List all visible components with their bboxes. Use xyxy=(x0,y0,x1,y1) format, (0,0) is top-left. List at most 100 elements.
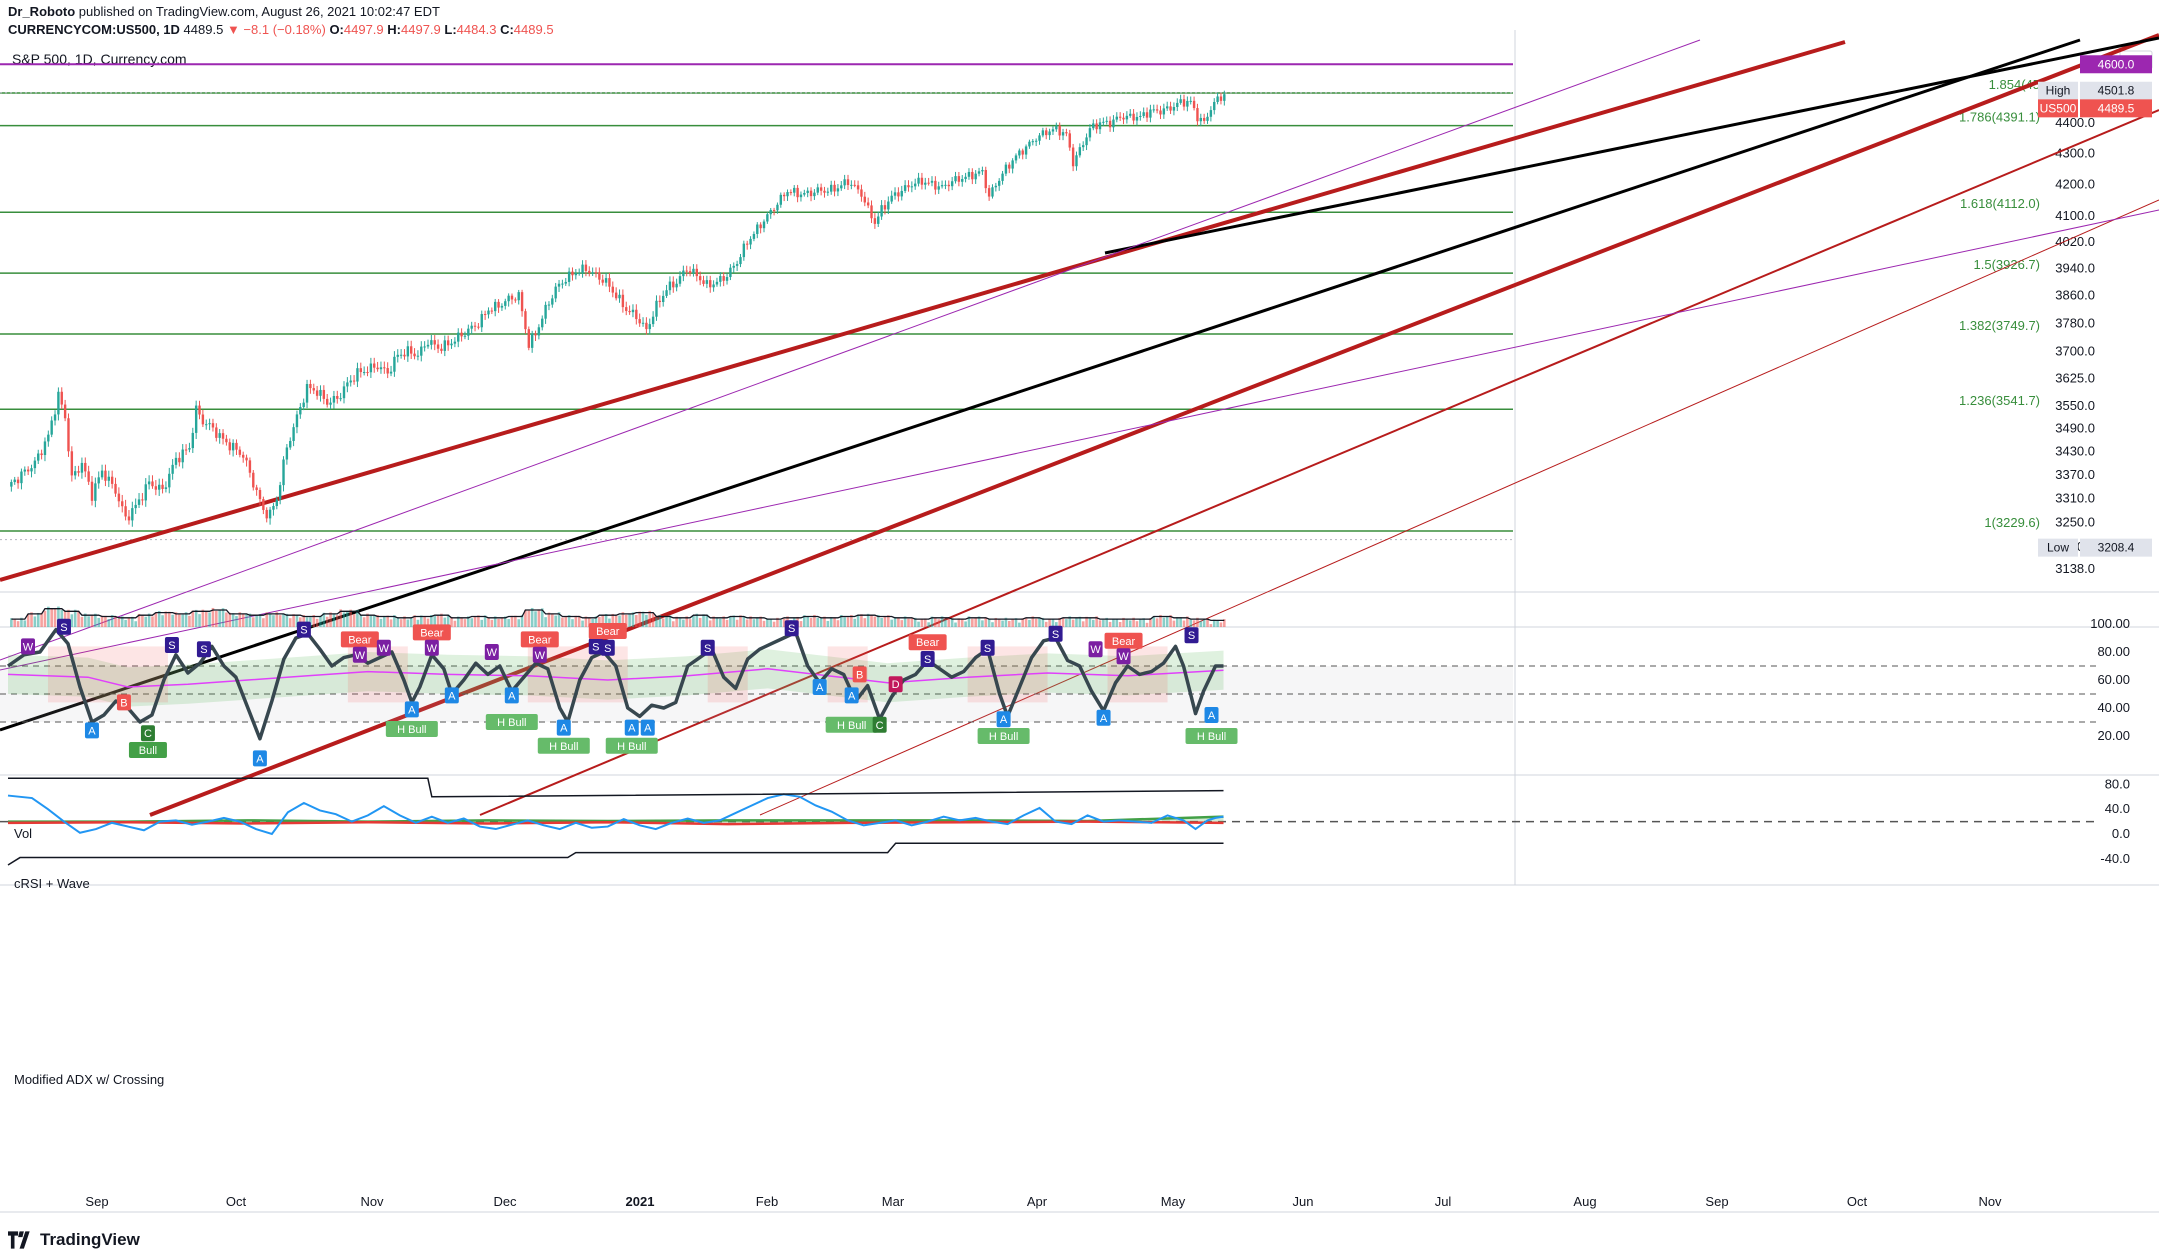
candle-body xyxy=(883,205,887,210)
close-label: C: xyxy=(500,22,514,37)
volume-bar xyxy=(198,614,201,627)
candle-body xyxy=(1149,109,1152,118)
volume-bar xyxy=(551,613,554,627)
candle-body xyxy=(927,182,930,184)
volume-bar xyxy=(809,618,813,627)
rsi-signal-label: W xyxy=(23,641,34,653)
volume-bar xyxy=(211,607,215,627)
candle-body xyxy=(366,372,369,374)
volume-bar xyxy=(719,618,722,627)
volume-bar xyxy=(436,615,440,627)
candle-body xyxy=(37,453,40,461)
candle-body xyxy=(672,281,675,288)
candle-body xyxy=(530,333,534,348)
adx-tick-label: 0.0 xyxy=(2112,826,2130,841)
rsi-signal-label: A xyxy=(644,723,652,735)
candle-body xyxy=(393,356,396,372)
volume-bar xyxy=(114,617,117,627)
volume-bar xyxy=(419,615,423,627)
rsi-signal-label: S xyxy=(592,641,599,653)
candle-body xyxy=(756,224,759,234)
price-tick-label: 4100.0 xyxy=(2055,208,2095,223)
candle-body xyxy=(416,355,420,357)
candle-body xyxy=(1179,99,1182,103)
rsi-signal-marker xyxy=(1096,709,1111,726)
volume-bar xyxy=(1182,620,1186,627)
candle-body xyxy=(786,192,789,197)
volume-bar xyxy=(60,610,64,627)
tradingview-brand[interactable]: TradingView xyxy=(40,1230,140,1249)
price-tick-label: 3250.0 xyxy=(2055,515,2095,530)
candle-body xyxy=(971,171,974,180)
candle-body xyxy=(658,300,662,303)
volume-bar xyxy=(383,615,386,627)
volume-bar xyxy=(1112,618,1115,627)
rsi-signal-label: C xyxy=(876,720,884,732)
rsi-signal-label: W xyxy=(1118,651,1129,663)
volume-bar xyxy=(722,616,725,627)
candle-body xyxy=(205,424,208,426)
candle-body xyxy=(80,462,84,473)
volume-bar xyxy=(366,613,369,627)
candle-body xyxy=(315,390,319,396)
candle-body xyxy=(480,314,483,328)
candle-body xyxy=(759,224,762,229)
volume-bar xyxy=(544,617,547,627)
candle-body xyxy=(174,457,178,465)
rsi-signal-marker xyxy=(404,701,419,718)
volume-bar xyxy=(10,618,13,627)
candle-body xyxy=(534,333,537,336)
volume-bar xyxy=(1118,622,1122,627)
candle-body xyxy=(981,169,984,172)
volume-bar xyxy=(141,615,144,627)
volume-bar xyxy=(272,615,275,627)
author-name[interactable]: Dr_Roboto xyxy=(8,4,76,19)
candle-body xyxy=(127,516,131,521)
rsi-signal-marker xyxy=(140,725,155,742)
candle-body xyxy=(221,433,225,439)
volume-bar xyxy=(1061,618,1065,627)
candle-body xyxy=(144,484,147,501)
volume-bar xyxy=(769,618,773,627)
volume-bar xyxy=(1102,619,1105,627)
rsi-signal-label: W xyxy=(1090,644,1101,656)
volume-bar xyxy=(386,615,389,627)
rsi-signal-label: S xyxy=(704,643,711,655)
candle-body xyxy=(947,184,950,187)
volume-bar xyxy=(997,619,1001,627)
candle-body xyxy=(984,169,987,189)
fib-level-label: 1.236(3541.7) xyxy=(1959,393,2040,408)
candle-body xyxy=(94,483,97,501)
candle-body xyxy=(63,404,67,419)
candle-body xyxy=(1092,123,1095,129)
price-tick-label: 4020.0 xyxy=(2055,234,2095,249)
volume-bar xyxy=(208,612,211,627)
volume-bar xyxy=(1179,617,1182,627)
candle-body xyxy=(420,346,423,356)
price-tick-label: 3700.0 xyxy=(2055,344,2095,359)
x-tick-label: Oct xyxy=(1847,1194,1868,1209)
candle-body xyxy=(322,389,326,399)
volume-bar xyxy=(204,610,208,627)
candle-body xyxy=(920,177,924,185)
volume-bar xyxy=(766,618,769,627)
candle-body xyxy=(497,301,500,308)
volume-bar xyxy=(819,618,823,627)
candle-body xyxy=(268,509,272,519)
candle-body xyxy=(608,278,611,287)
candle-body xyxy=(1031,141,1034,143)
candle-body xyxy=(826,191,830,193)
volume-bar xyxy=(742,616,746,627)
rsi-signal-marker xyxy=(588,638,603,655)
candle-body xyxy=(853,184,856,186)
candle-body xyxy=(245,457,248,461)
high-badge-label-bg xyxy=(2038,81,2078,100)
candle-body xyxy=(231,442,235,451)
volume-bar xyxy=(601,614,605,627)
volume-bar xyxy=(1199,621,1203,627)
rsi-signal-label: A xyxy=(1000,714,1008,726)
candle-body xyxy=(598,272,601,280)
volume-bar xyxy=(181,614,185,627)
rsi-signal-label: A xyxy=(1100,713,1108,725)
